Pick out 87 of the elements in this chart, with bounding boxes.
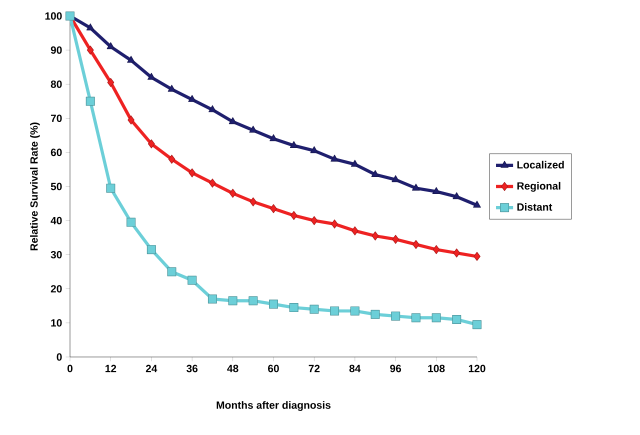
point <box>372 231 379 240</box>
point <box>371 170 380 177</box>
point <box>391 312 400 321</box>
y-tick-label: 80 <box>50 80 62 88</box>
point <box>331 219 338 228</box>
point <box>473 200 481 208</box>
x-tick-label: 12 <box>106 364 116 372</box>
y-tick-label: 30 <box>50 250 62 258</box>
point <box>270 204 277 214</box>
point <box>452 314 462 324</box>
x-tick-label: 48 <box>227 364 238 372</box>
x-tick-label: 96 <box>390 364 402 372</box>
point <box>412 240 420 249</box>
point <box>188 276 197 285</box>
point <box>310 216 318 226</box>
point <box>452 192 461 200</box>
point <box>228 296 238 306</box>
point <box>229 188 236 198</box>
point <box>250 197 257 206</box>
point <box>290 210 298 220</box>
y-tick-label: 90 <box>50 46 62 54</box>
y-tick-label: 60 <box>50 148 62 156</box>
y-tick-label: 10 <box>51 319 62 327</box>
y-tick-label: 20 <box>50 285 62 293</box>
point <box>350 160 359 167</box>
x-tick-label: 36 <box>186 364 198 372</box>
point <box>330 306 340 316</box>
point <box>474 252 480 261</box>
point <box>350 306 360 316</box>
point <box>107 78 114 87</box>
x-tick-label: 0 <box>67 364 72 372</box>
point <box>392 234 400 244</box>
point <box>106 42 115 50</box>
point <box>146 245 156 254</box>
y-tick-label: 40 <box>50 216 62 224</box>
y-tick-label: 0 <box>56 353 62 361</box>
point <box>148 139 155 148</box>
point <box>370 310 380 319</box>
point <box>86 96 95 106</box>
point <box>453 248 460 258</box>
point <box>127 56 135 63</box>
y-tick-label: 100 <box>45 12 62 20</box>
point <box>86 23 94 30</box>
point <box>86 46 94 55</box>
point <box>228 117 237 124</box>
x-tick-label: 72 <box>308 364 320 372</box>
x-tick-label: 108 <box>428 364 445 372</box>
point <box>289 303 298 312</box>
point <box>432 187 440 194</box>
point <box>128 115 135 124</box>
point <box>168 84 176 92</box>
legend-label: Distant <box>517 203 552 211</box>
y-axis-title: Relative Survival Rate (%) <box>30 122 40 250</box>
point <box>432 313 441 322</box>
x-tick-label: 60 <box>268 364 279 372</box>
legend-label: Localized <box>517 160 564 169</box>
point <box>249 126 258 133</box>
point <box>167 267 176 276</box>
point <box>412 184 420 191</box>
point <box>351 226 358 236</box>
point <box>411 313 420 322</box>
point <box>208 105 216 112</box>
point <box>147 72 156 80</box>
point <box>392 175 400 182</box>
x-tick-label: 24 <box>146 364 158 372</box>
x-tick-label: 84 <box>349 364 361 372</box>
point <box>290 141 298 148</box>
point <box>310 146 318 154</box>
point <box>188 168 196 178</box>
point <box>310 304 319 314</box>
point <box>168 154 176 164</box>
point <box>270 134 278 142</box>
point <box>126 218 136 227</box>
point <box>269 300 278 309</box>
point <box>472 320 482 330</box>
point <box>188 95 196 102</box>
point <box>432 245 440 254</box>
point <box>330 154 338 162</box>
point <box>106 184 116 193</box>
point <box>248 296 258 306</box>
y-tick-label: 50 <box>50 182 62 190</box>
point <box>209 178 216 188</box>
y-tick-label: 70 <box>50 114 62 122</box>
x-axis-title: Months after diagnosis <box>216 401 331 411</box>
legend-label: Regional <box>517 182 560 192</box>
point <box>208 294 217 304</box>
x-tick-label: 120 <box>468 364 486 372</box>
